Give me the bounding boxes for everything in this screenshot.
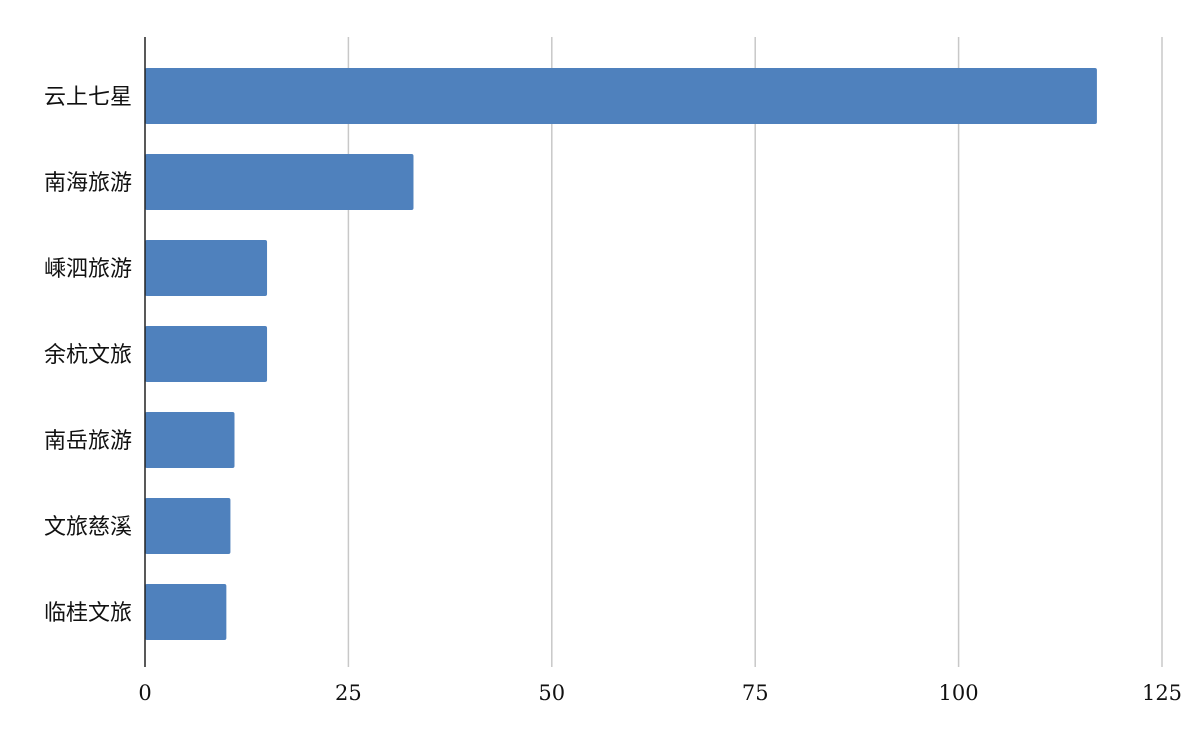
x-tick-label-25: 25 <box>335 681 362 705</box>
x-tick-label-50: 50 <box>538 681 565 705</box>
x-tick-label-75: 75 <box>742 681 769 705</box>
x-tick-label-125: 125 <box>1142 681 1182 705</box>
bar-1 <box>145 68 1097 124</box>
bar-4 <box>145 326 268 382</box>
x-tick-label-0: 0 <box>138 681 151 705</box>
x-tick-label-100: 100 <box>939 681 979 705</box>
category-label-4: 余杭文旅 <box>44 343 132 368</box>
bar-6 <box>145 498 231 554</box>
bar-5 <box>145 412 235 468</box>
category-label-1: 云上七星 <box>44 85 132 110</box>
bar-7 <box>145 584 227 640</box>
x-tick-labels: 0 25 50 75 100 125 <box>138 681 1182 705</box>
bars <box>145 68 1097 640</box>
bar-2 <box>145 154 414 210</box>
gridlines <box>347 37 1163 667</box>
category-label-3: 嵊泗旅游 <box>44 257 132 282</box>
category-label-7: 临桂文旅 <box>44 601 132 626</box>
bar-3 <box>145 240 268 296</box>
category-label-6: 文旅慈溪 <box>44 515 132 540</box>
category-label-5: 南岳旅游 <box>44 429 132 454</box>
category-label-2: 南海旅游 <box>44 171 132 196</box>
